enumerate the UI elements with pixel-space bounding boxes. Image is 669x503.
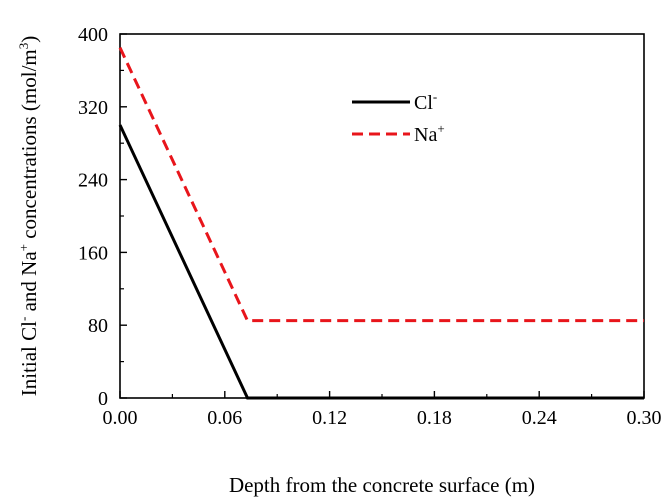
plot-area-frame bbox=[119, 33, 645, 399]
y-tick-label: 0 bbox=[98, 388, 108, 410]
legend-label-cl: Cl- bbox=[414, 89, 437, 114]
legend: Cl- Na+ bbox=[352, 89, 445, 146]
x-axis-title: Depth from the concrete surface (m) bbox=[229, 473, 535, 497]
legend-label-na: Na+ bbox=[414, 121, 445, 146]
x-tick-label: 0.30 bbox=[627, 407, 662, 429]
x-tick-label: 0.12 bbox=[312, 407, 347, 429]
series-line-cl bbox=[118, 124, 644, 400]
y-axis-title: Initial Cl- and Na+ concentrations (mol/… bbox=[16, 36, 41, 397]
x-tick-label: 0.00 bbox=[103, 407, 138, 429]
y-tick-labels: 0 80 160 240 320 400 bbox=[78, 24, 108, 410]
y-tick-label: 80 bbox=[88, 315, 108, 337]
series-line-na bbox=[118, 47, 644, 323]
axis-ticks bbox=[119, 33, 645, 399]
x-tick-labels: 0.00 0.06 0.12 0.18 0.24 0.30 bbox=[103, 407, 662, 429]
x-tick-label: 0.06 bbox=[207, 407, 242, 429]
y-tick-label: 400 bbox=[78, 24, 108, 46]
x-tick-label: 0.24 bbox=[522, 407, 557, 429]
y-tick-label: 320 bbox=[78, 97, 108, 119]
series-layer bbox=[118, 47, 644, 400]
y-tick-label: 240 bbox=[78, 170, 108, 192]
x-tick-label: 0.18 bbox=[417, 407, 452, 429]
y-tick-label: 160 bbox=[78, 242, 108, 264]
